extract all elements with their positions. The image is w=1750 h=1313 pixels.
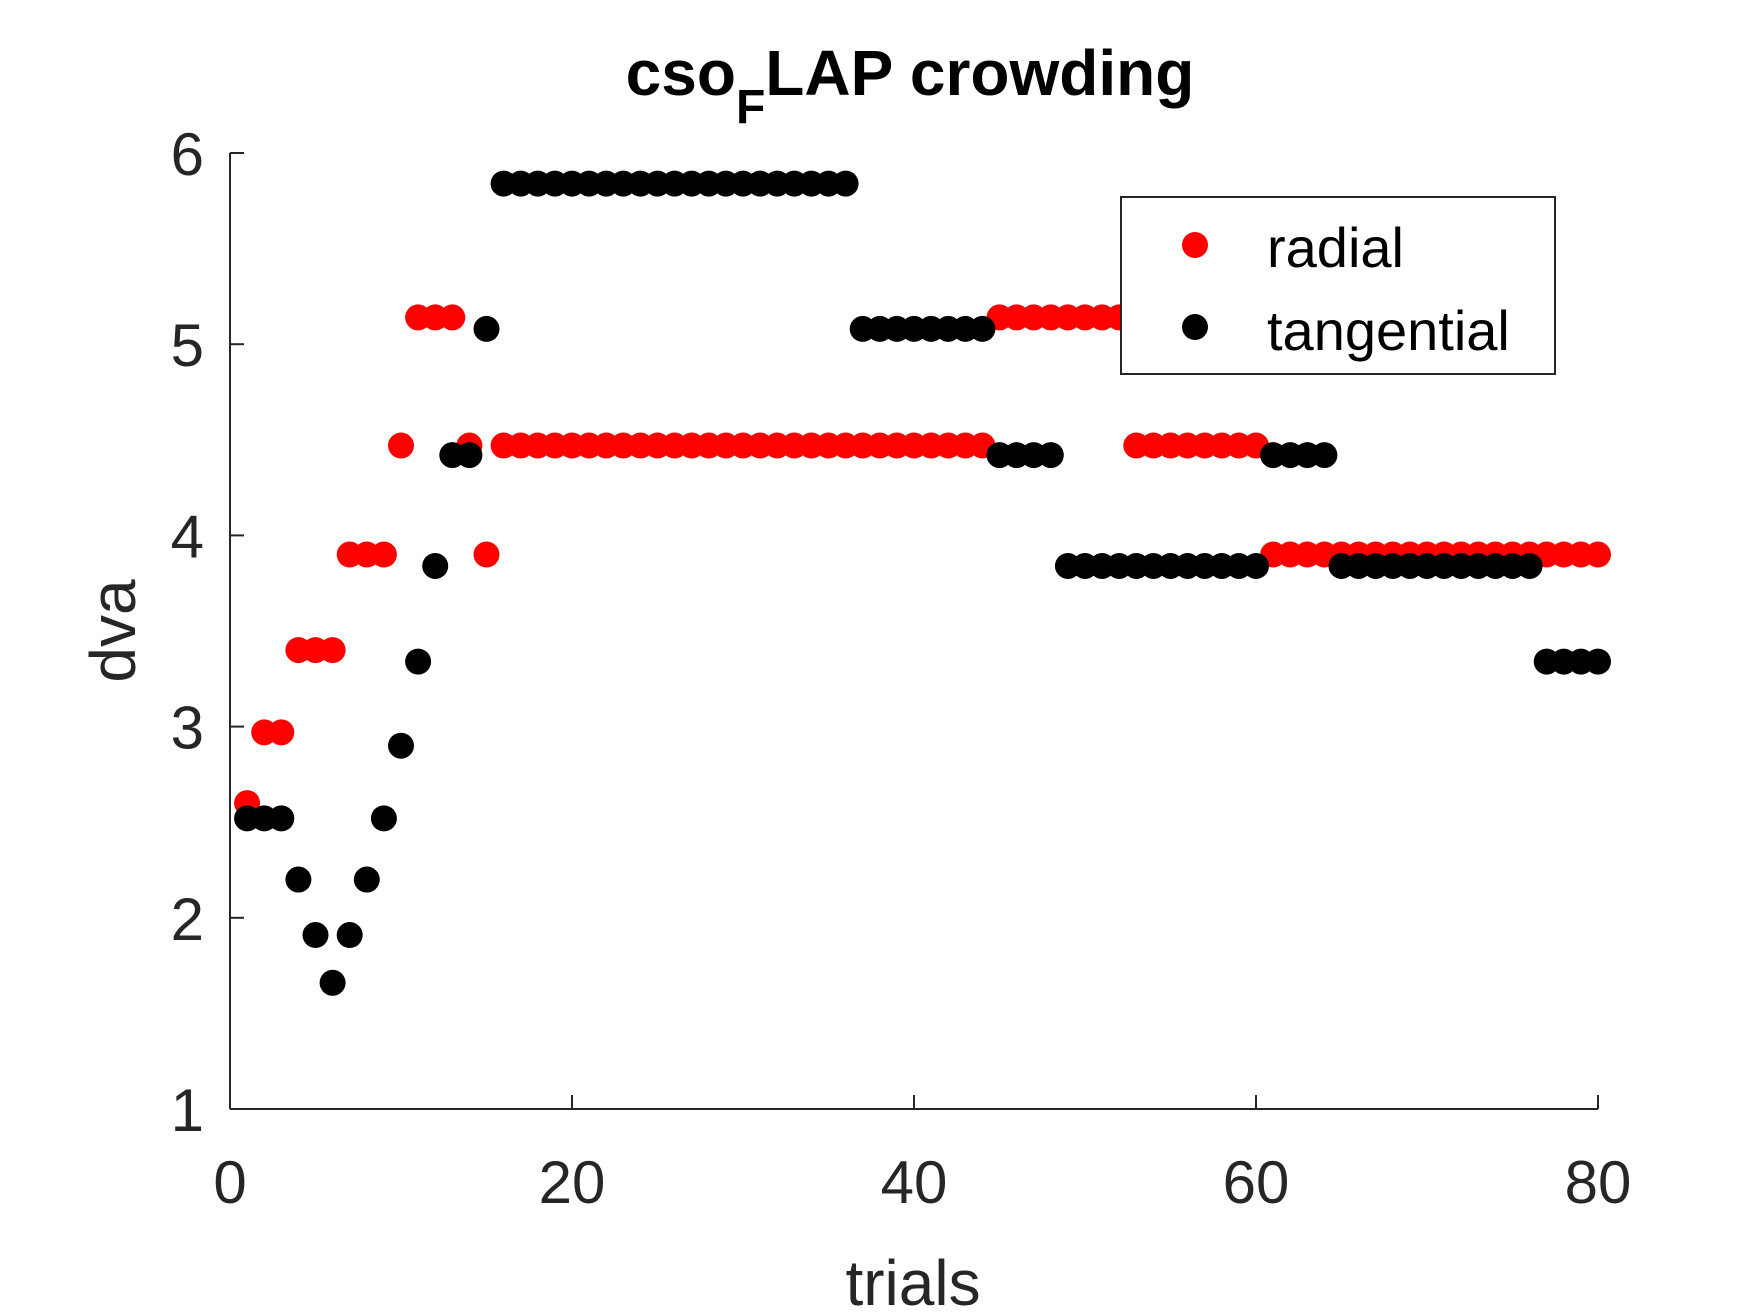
point-tangential — [1037, 442, 1064, 469]
point-radial — [439, 304, 466, 331]
point-radial — [268, 719, 295, 746]
point-tangential — [456, 442, 483, 469]
point-tangential — [319, 969, 346, 996]
point-tangential — [268, 805, 295, 832]
x-tick-label: 80 — [1565, 1149, 1632, 1216]
point-tangential — [302, 922, 329, 949]
legend-label-radial: radial — [1267, 216, 1404, 279]
point-tangential — [969, 315, 996, 342]
point-radial — [473, 541, 500, 568]
ticks — [229, 152, 1599, 1110]
point-tangential — [1311, 442, 1338, 469]
chart-title-main: cso — [626, 37, 736, 109]
legend-marker-radial — [1182, 232, 1208, 258]
point-tangential — [353, 866, 380, 893]
point-tangential — [422, 552, 449, 579]
legend-box — [1120, 196, 1556, 375]
point-radial — [370, 541, 397, 568]
point-tangential — [1585, 648, 1611, 675]
point-radial — [388, 432, 414, 459]
point-tangential — [405, 648, 432, 675]
point-tangential — [388, 732, 414, 759]
y-tick-label: 1 — [171, 1077, 204, 1144]
y-tick-label: 2 — [171, 886, 204, 953]
y-axis-label: dva — [77, 579, 149, 683]
tick-labels: 0 20 40 60 80 1 2 3 4 5 6 — [171, 121, 1632, 1216]
point-tangential — [1516, 552, 1543, 579]
x-tick-label: 60 — [1223, 1149, 1290, 1216]
point-tangential — [832, 170, 859, 197]
x-axis-label: trials — [845, 1247, 980, 1313]
point-tangential — [1243, 552, 1269, 579]
x-tick-label: 40 — [881, 1149, 948, 1216]
y-tick-label: 4 — [171, 503, 204, 570]
y-tick-label: 6 — [171, 121, 204, 188]
chart-title-subscript: F — [736, 81, 765, 134]
data-points — [234, 170, 1611, 996]
point-tangential — [285, 866, 312, 893]
point-tangential — [336, 922, 363, 949]
point-tangential — [473, 315, 500, 342]
x-tick-label: 20 — [539, 1149, 606, 1216]
x-tick-label: 0 — [213, 1149, 246, 1216]
y-tick-label: 3 — [171, 695, 204, 762]
y-tick-label: 5 — [171, 312, 204, 379]
chart-title: csoFLAP crowding — [626, 37, 1195, 134]
legend-label-tangential: tangential — [1267, 299, 1510, 362]
legend-marker-tangential — [1182, 314, 1208, 340]
point-radial — [319, 637, 346, 664]
chart-title-rest: LAP crowding — [765, 37, 1194, 109]
point-radial — [1585, 541, 1611, 568]
legend: radial tangential — [1120, 196, 1556, 375]
series-tangential — [234, 170, 1611, 996]
point-tangential — [370, 805, 397, 832]
